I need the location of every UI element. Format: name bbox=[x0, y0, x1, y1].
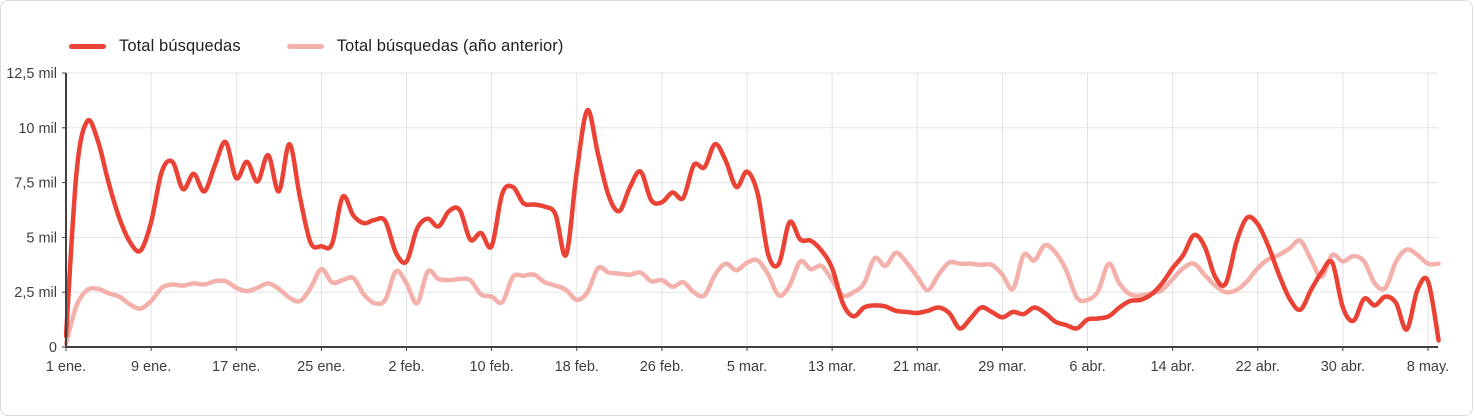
x-axis-tick-label: 6 abr. bbox=[1069, 359, 1105, 375]
gridlines bbox=[66, 72, 1438, 347]
axis-labels: 0 2,5 mil 5 mil 7,5 mil 10 mil 12,5 mil 1 ene.… bbox=[6, 66, 1449, 375]
legend-label-previous-year: Total búsquedas (año anterior) bbox=[336, 37, 564, 55]
x-axis-tick-label: 10 feb. bbox=[469, 359, 513, 375]
legend-swatch-total-searches-icon bbox=[69, 44, 106, 49]
x-axis-tick-label: 18 feb. bbox=[555, 359, 599, 375]
x-axis-tick-label: 26 feb. bbox=[640, 359, 684, 375]
series-line-previous-year bbox=[64, 238, 1441, 346]
x-axis-tick-label: 2 feb. bbox=[388, 359, 424, 375]
chart-axes bbox=[62, 72, 1438, 351]
x-axis-tick-label: 14 abr. bbox=[1150, 359, 1194, 375]
y-axis-tick-label: 10 mil bbox=[18, 121, 57, 137]
y-axis-tick-label: 12,5 mil bbox=[6, 66, 57, 82]
series-line-current bbox=[64, 108, 1441, 343]
x-axis-tick-label: 5 mar. bbox=[727, 359, 767, 375]
x-axis-tick-label: 30 abr. bbox=[1321, 359, 1365, 375]
chart-series bbox=[64, 108, 1441, 346]
x-axis-tick-label: 13 mar. bbox=[808, 359, 856, 375]
x-axis-tick-label: 17 ene. bbox=[212, 359, 260, 375]
chart-legend: Total búsquedas Total búsquedas (año ant… bbox=[69, 37, 564, 56]
x-axis-tick-label: 25 ene. bbox=[297, 359, 345, 375]
x-axis-tick-label: 22 abr. bbox=[1236, 359, 1280, 375]
legend-label-total-searches: Total búsquedas bbox=[119, 37, 241, 55]
y-axis-tick-label: 5 mil bbox=[26, 230, 57, 246]
x-axis-tick-label: 1 ene. bbox=[46, 359, 86, 375]
legend-swatch-previous-year-icon bbox=[286, 44, 324, 49]
x-axis-tick-label: 9 ene. bbox=[131, 359, 171, 375]
y-axis-tick-label: 2,5 mil bbox=[14, 285, 57, 301]
legend-item-total-searches: Total búsquedas bbox=[69, 37, 241, 56]
x-axis-tick-label: 29 mar. bbox=[978, 359, 1026, 375]
y-axis-tick-label: 0 bbox=[49, 340, 57, 356]
x-axis-tick-label: 8 may. bbox=[1407, 359, 1449, 375]
legend-item-previous-year: Total búsquedas (año anterior) bbox=[286, 37, 564, 56]
x-axis-tick-label: 21 mar. bbox=[893, 359, 941, 375]
y-axis-tick-label: 7,5 mil bbox=[14, 176, 57, 192]
